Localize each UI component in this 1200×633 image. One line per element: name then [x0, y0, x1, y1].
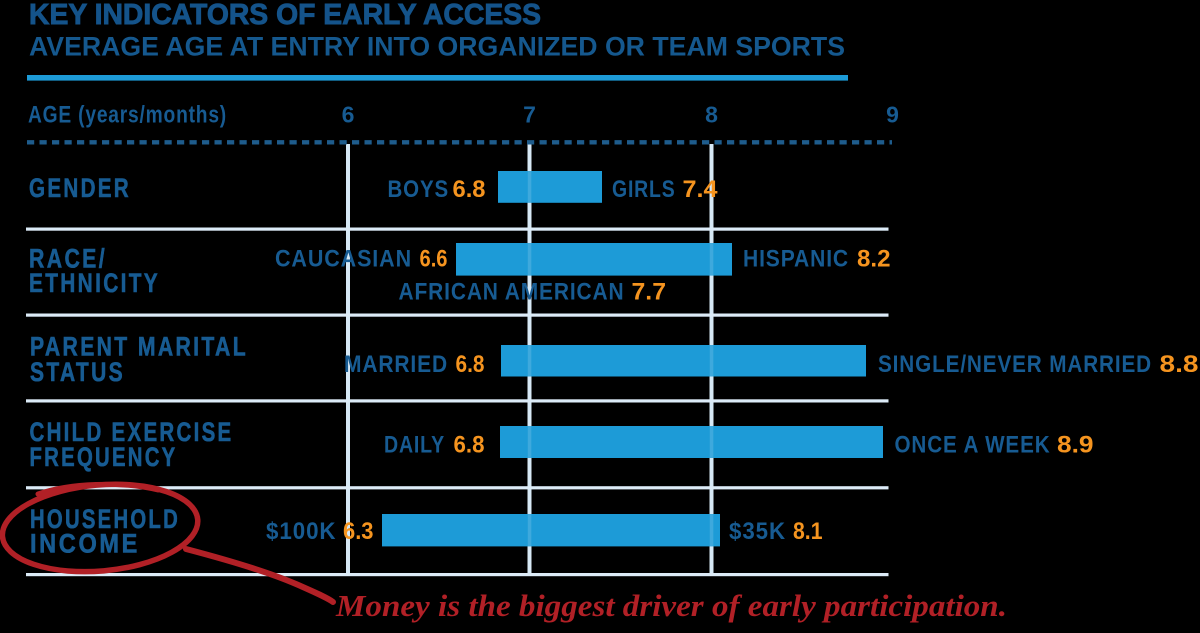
svg-text:KEY INDICATORS OF EARLY ACCESS: KEY INDICATORS OF EARLY ACCESS	[29, 0, 541, 31]
svg-text:GIRLS: GIRLS	[612, 176, 676, 203]
svg-text:HOUSEHOLD: HOUSEHOLD	[30, 504, 180, 534]
svg-text:8: 8	[705, 102, 718, 128]
svg-text:7.4: 7.4	[683, 176, 719, 203]
svg-text:7.7: 7.7	[632, 279, 667, 306]
svg-text:6.8: 6.8	[454, 432, 485, 459]
svg-text:ETHNICITY: ETHNICITY	[29, 268, 160, 298]
svg-text:$100K: $100K	[266, 518, 337, 545]
svg-text:AVERAGE AGE AT ENTRY INTO ORGA: AVERAGE AGE AT ENTRY INTO ORGANIZED OR T…	[29, 32, 845, 62]
svg-text:Money is the biggest driver of: Money is the biggest driver of early par…	[335, 588, 1007, 623]
svg-text:8.8: 8.8	[1160, 351, 1199, 378]
svg-text:STATUS: STATUS	[30, 357, 125, 387]
svg-text:6.3: 6.3	[343, 518, 374, 545]
svg-text:INCOME: INCOME	[30, 529, 140, 559]
svg-text:FREQUENCY: FREQUENCY	[30, 442, 178, 472]
svg-text:6.6: 6.6	[420, 246, 448, 273]
svg-text:9: 9	[886, 102, 899, 128]
svg-text:MARRIED: MARRIED	[344, 351, 448, 378]
svg-text:AGE (years/months): AGE (years/months)	[28, 102, 227, 129]
svg-text:GENDER: GENDER	[29, 173, 131, 203]
svg-text:6: 6	[342, 102, 355, 128]
svg-text:CAUCASIAN: CAUCASIAN	[275, 246, 412, 273]
svg-text:CHILD EXERCISE: CHILD EXERCISE	[30, 417, 234, 447]
svg-text:8.1: 8.1	[793, 518, 823, 545]
svg-text:6.8: 6.8	[456, 351, 485, 378]
svg-text:7: 7	[523, 102, 536, 128]
svg-text:RACE/: RACE/	[29, 244, 107, 274]
svg-text:BOYS: BOYS	[388, 176, 450, 203]
svg-text:AFRICAN AMERICAN: AFRICAN AMERICAN	[399, 279, 625, 306]
svg-text:6.8: 6.8	[453, 176, 486, 203]
svg-text:ONCE A WEEK: ONCE A WEEK	[895, 432, 1051, 459]
svg-text:8.2: 8.2	[857, 246, 891, 273]
svg-text:DAILY: DAILY	[384, 432, 445, 459]
svg-text:$35K: $35K	[729, 518, 786, 545]
svg-text:PARENT MARITAL: PARENT MARITAL	[30, 332, 248, 362]
svg-text:SINGLE/NEVER MARRIED: SINGLE/NEVER MARRIED	[878, 351, 1152, 378]
svg-text:HISPANIC: HISPANIC	[743, 246, 849, 273]
svg-text:8.9: 8.9	[1057, 432, 1094, 459]
